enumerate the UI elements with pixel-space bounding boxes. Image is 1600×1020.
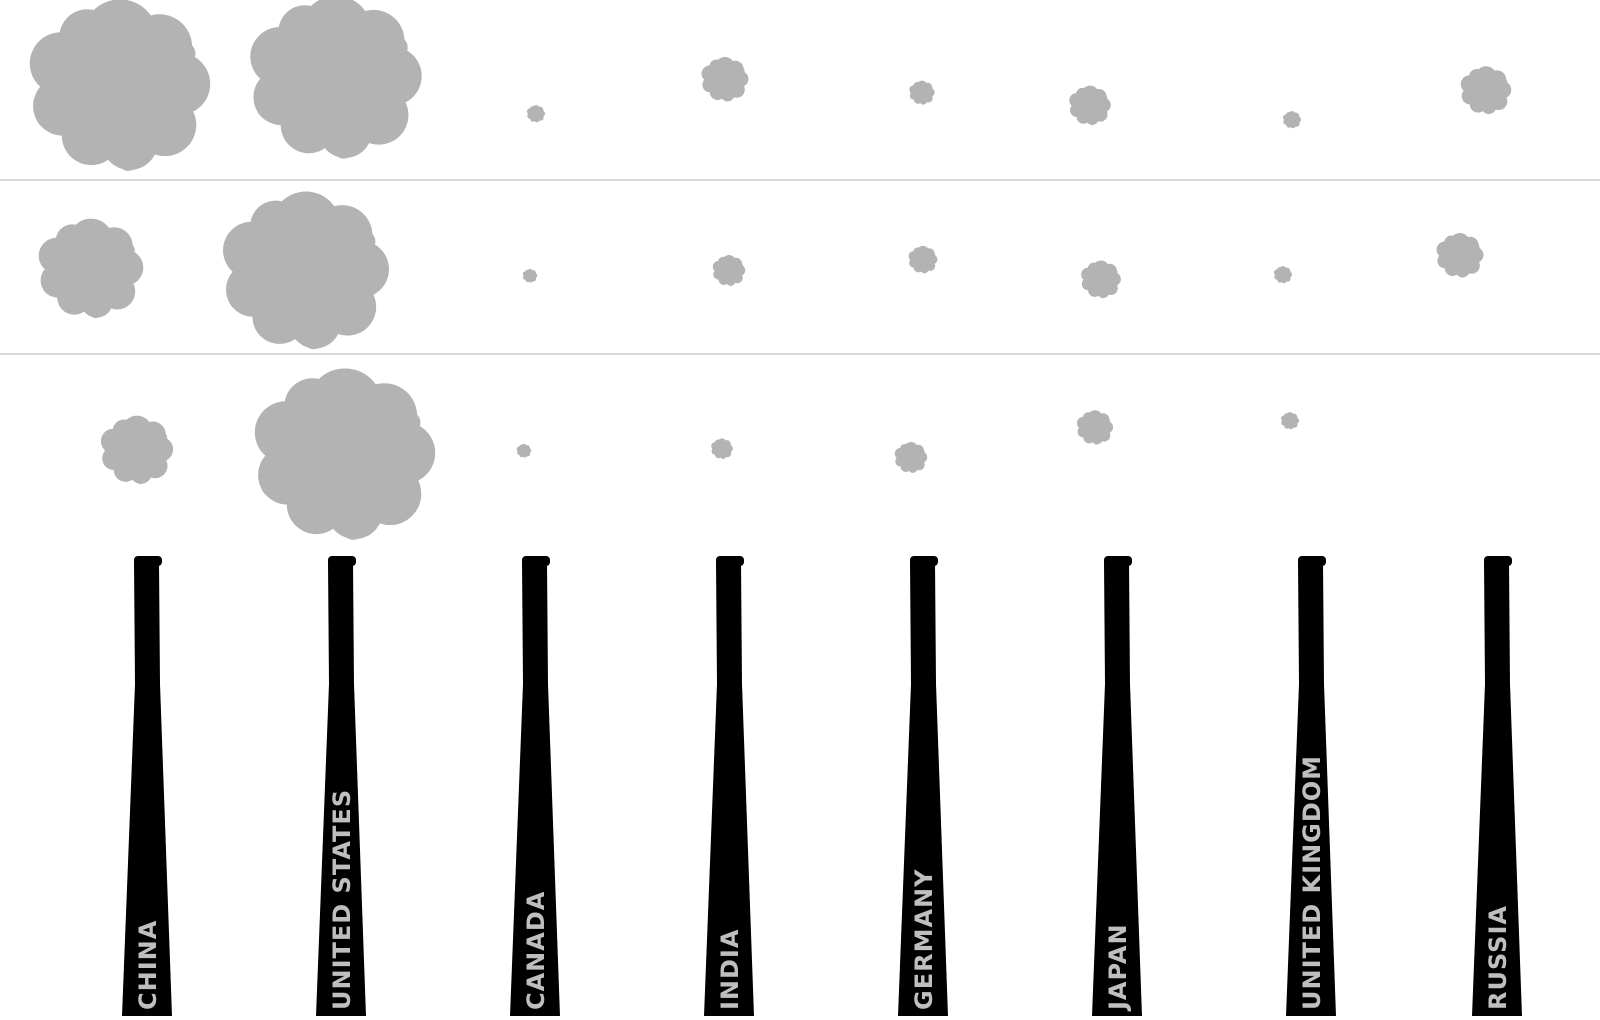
- chimney-stack-china: [122, 562, 172, 1016]
- chimney-russia: RUSSIA: [1472, 556, 1522, 1016]
- chimney-cap-india: [716, 556, 744, 566]
- smoke-cloud-russia-row-2: [1436, 232, 1484, 278]
- chimney-canada: CANADA: [510, 556, 560, 1016]
- country-label-russia: RUSSIA: [1484, 905, 1512, 1010]
- smoke-cloud-india-row-3: [711, 438, 733, 459]
- smoke-cloud-united-states-row-2: [223, 191, 389, 350]
- country-label-united-states: UNITED STATES: [328, 789, 356, 1010]
- smoke-cloud-germany-row-1: [909, 80, 935, 105]
- smoke-clouds: [29, 0, 1512, 540]
- chimney-stack-united-states: [316, 562, 366, 1016]
- smoke-cloud-united-states-row-1: [250, 0, 422, 159]
- smoke-cloud-germany-row-2: [908, 245, 938, 274]
- chimney-india: INDIA: [704, 556, 754, 1016]
- country-label-united-kingdom: UNITED KINGDOM: [1298, 755, 1326, 1010]
- smoke-cloud-canada-row-2: [522, 268, 538, 283]
- smoke-cloud-japan-row-1: [1069, 85, 1111, 126]
- smoke-cloud-india-row-2: [712, 255, 746, 286]
- smoke-cloud-china-row-3: [100, 415, 174, 485]
- country-label-india: INDIA: [716, 929, 744, 1010]
- chimney-cap-canada: [522, 556, 550, 566]
- chimney-cap-japan: [1104, 556, 1132, 566]
- chimney-stack-russia: [1472, 562, 1522, 1016]
- chimney-united-kingdom: UNITED KINGDOM: [1286, 556, 1336, 1016]
- smoke-cloud-india-row-1: [701, 56, 749, 102]
- country-label-china: CHINA: [134, 920, 162, 1010]
- chimney-stack-india: [704, 562, 754, 1016]
- smoke-cloud-japan-row-2: [1081, 260, 1121, 299]
- chimney-japan: JAPAN: [1092, 556, 1142, 1016]
- smoke-cloud-canada-row-1: [526, 105, 546, 123]
- chimney-germany: GERMANY: [898, 556, 948, 1016]
- smoke-cloud-canada-row-3: [516, 443, 532, 458]
- country-label-germany: GERMANY: [910, 869, 938, 1011]
- smoke-cloud-china-row-2: [38, 218, 144, 319]
- smoke-cloud-united-kingdom-row-2: [1273, 266, 1293, 284]
- chimney-stack-japan: [1092, 562, 1142, 1016]
- chimneys: CHINA UNITED STATES CANADA INDIA GERMANY JAPA…: [122, 556, 1522, 1016]
- smoke-cloud-russia-row-1: [1460, 66, 1512, 115]
- chimney-cap-united-states: [328, 556, 356, 566]
- smoke-cloud-germany-row-3: [894, 442, 928, 473]
- chimney-stack-united-kingdom: [1286, 562, 1336, 1016]
- chimney-china: CHINA: [122, 556, 172, 1016]
- country-label-japan: JAPAN: [1104, 923, 1132, 1012]
- smoke-cloud-united-kingdom-row-3: [1280, 412, 1300, 430]
- chimney-united-states: UNITED STATES: [316, 556, 366, 1016]
- smoke-cloud-united-states-row-3: [254, 368, 436, 540]
- chimney-cap-russia: [1484, 556, 1512, 566]
- chimney-cap-germany: [910, 556, 938, 566]
- chimney-stack-germany: [898, 562, 948, 1016]
- smoke-cloud-united-kingdom-row-1: [1282, 111, 1302, 129]
- row-dividers: [0, 179, 1600, 355]
- smoke-cloud-japan-row-3: [1076, 410, 1114, 445]
- chimney-cap-china: [134, 556, 162, 566]
- smoke-cloud-china-row-1: [29, 0, 211, 171]
- chimney-cap-united-kingdom: [1298, 556, 1326, 566]
- country-label-canada: CANADA: [522, 891, 550, 1010]
- chimney-stack-canada: [510, 562, 560, 1016]
